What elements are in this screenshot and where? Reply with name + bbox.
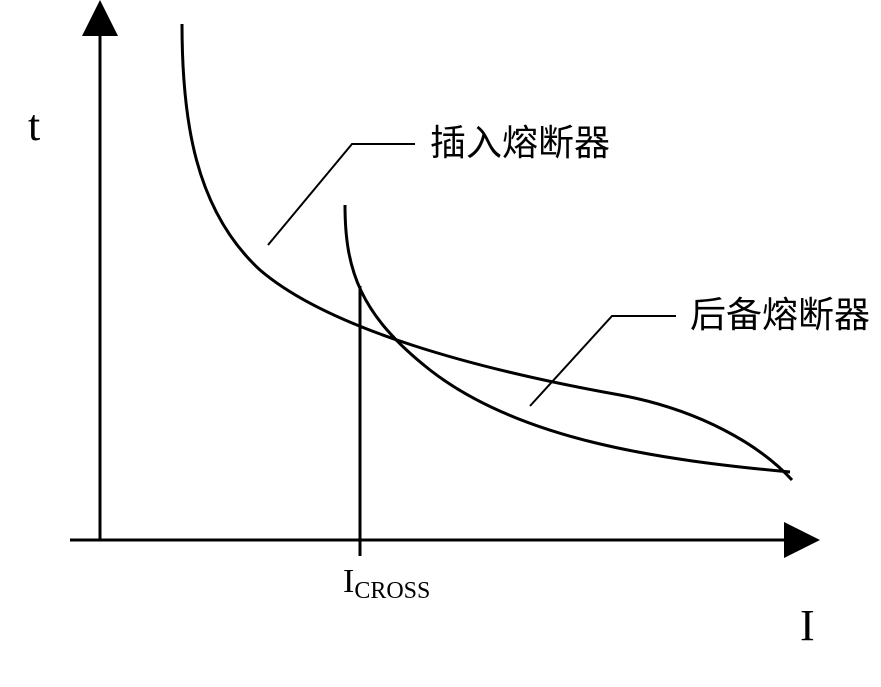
y-axis-label: t bbox=[28, 101, 40, 150]
label-insert-fuse: 插入熔断器 bbox=[430, 123, 610, 163]
chart-background bbox=[0, 0, 881, 687]
x-axis-label: I bbox=[800, 601, 815, 650]
label-backup-fuse: 后备熔断器 bbox=[690, 295, 870, 335]
